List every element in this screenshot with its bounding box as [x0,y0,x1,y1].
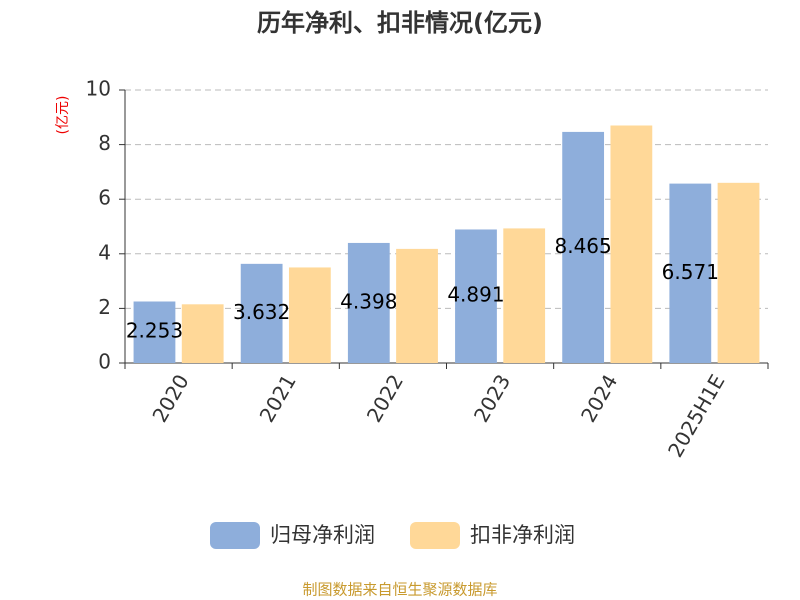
x-tick-label: 2024 [576,370,622,426]
y-axis-label: (亿元) [55,96,71,135]
legend-label: 归母净利润 [270,523,375,547]
x-tick-label: 2025H1E [663,370,729,461]
y-tick-label: 2 [98,295,111,319]
y-tick-label: 0 [98,350,111,374]
bar [562,131,605,363]
bar [503,228,546,363]
x-tick-label: 2023 [469,370,515,426]
x-tick-label: 2020 [147,370,193,426]
y-tick-label: 8 [98,131,111,155]
y-tick-label: 6 [98,186,111,210]
bar [133,301,176,363]
chart-title: 历年净利、扣非情况(亿元) [257,9,543,37]
bar [181,304,224,363]
x-tick-label: 2022 [362,370,408,426]
bar [669,183,712,363]
data-label: 4.891 [447,283,504,307]
bar [396,248,438,363]
bar [610,125,653,364]
bar [455,229,497,363]
bar [717,182,760,363]
legend-label: 扣非净利润 [470,523,575,547]
data-label: 2.253 [126,319,183,343]
legend-swatch [210,522,260,549]
y-tick-label: 4 [98,240,111,264]
source-note: 制图数据来自恒生聚源数据库 [302,581,497,599]
legend-swatch [410,522,460,549]
bar [347,242,390,363]
y-tick-label: 10 [86,77,111,101]
bar [288,267,331,363]
bar [240,263,283,363]
data-label: 3.632 [233,300,290,324]
data-label: 6.571 [662,260,719,284]
data-label: 4.398 [340,289,397,313]
x-tick-label: 2021 [255,370,301,426]
data-label: 8.465 [555,234,612,258]
